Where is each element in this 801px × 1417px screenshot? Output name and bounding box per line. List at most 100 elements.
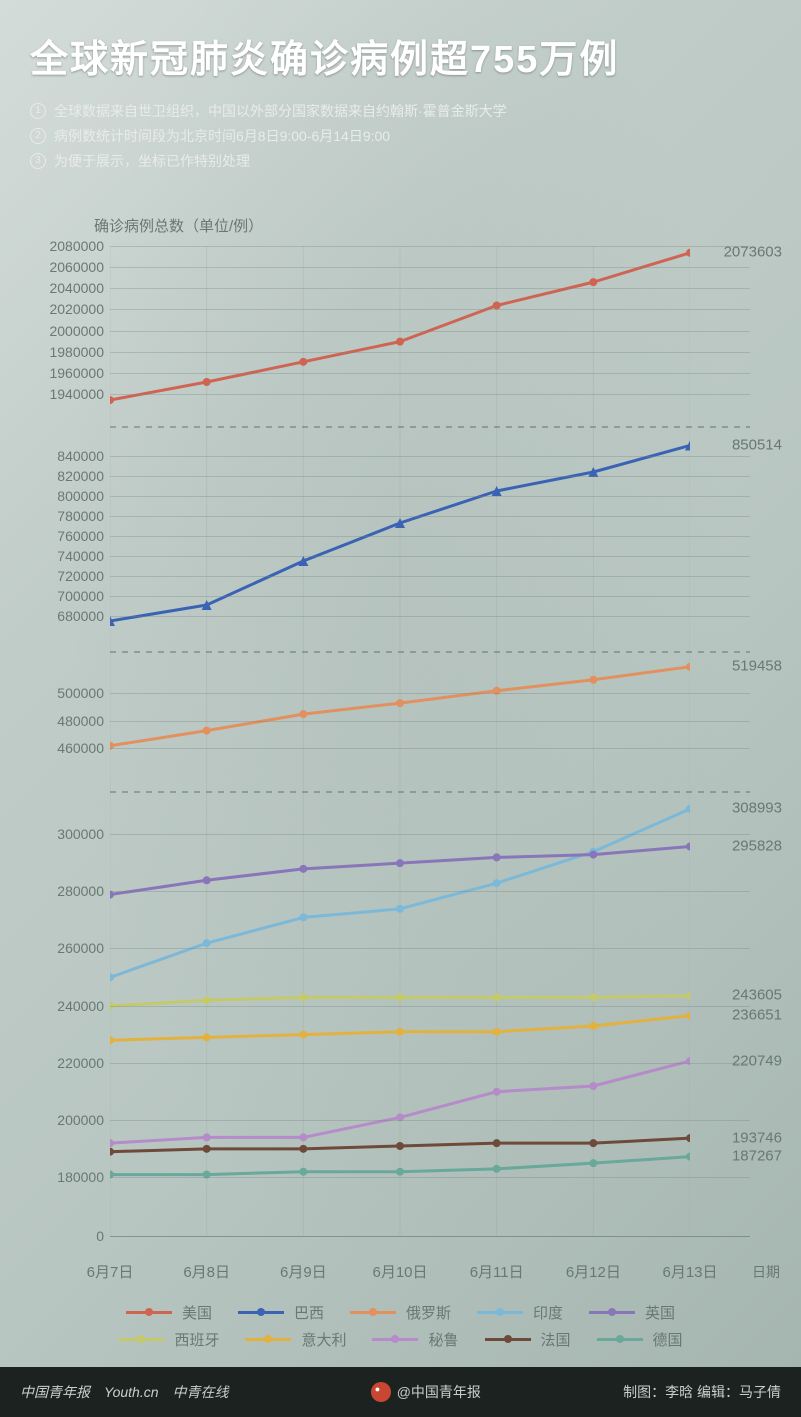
- series-marker: [589, 1082, 597, 1090]
- legend-label: 巴西: [294, 1302, 324, 1323]
- y-axis-title: 确诊病例总数（单位/例）: [94, 215, 781, 236]
- legend-item: 意大利: [245, 1329, 346, 1350]
- series-marker: [589, 850, 597, 858]
- y-tick-label: 0: [20, 1228, 104, 1244]
- x-tick-label: 6月10日: [372, 1261, 427, 1282]
- legend-swatch: [126, 1311, 172, 1314]
- note-text: 全球数据来自世卫组织，中国以外部分国家数据来自约翰斯·霍普金斯大学: [54, 99, 507, 124]
- series-marker: [203, 1133, 211, 1141]
- series-end-label: 2073603: [724, 244, 782, 261]
- series-marker: [299, 864, 307, 872]
- legend-swatch: [350, 1311, 396, 1314]
- series-marker: [299, 1144, 307, 1152]
- legend-item: 美国: [126, 1302, 212, 1323]
- legend-swatch: [238, 1311, 284, 1314]
- legend-swatch: [597, 1338, 643, 1341]
- grid-line: [110, 309, 750, 310]
- notes-block: 1全球数据来自世卫组织，中国以外部分国家数据来自约翰斯·霍普金斯大学 2病例数统…: [30, 99, 771, 175]
- series-marker: [686, 1011, 690, 1019]
- series-end-label: 236651: [732, 1007, 782, 1024]
- page-title: 全球新冠肺炎确诊病例超755万例: [30, 28, 771, 83]
- grid-line: [110, 394, 750, 395]
- x-tick-label: 6月13日: [662, 1261, 717, 1282]
- grid-line: [110, 748, 750, 749]
- series-marker: [589, 675, 597, 683]
- x-axis-title: 日期: [752, 1262, 780, 1282]
- series-marker: [299, 1133, 307, 1141]
- legend-item: 巴西: [238, 1302, 324, 1323]
- grid-line: [110, 616, 750, 617]
- legend-swatch: [118, 1338, 164, 1341]
- y-tick-label: 460000: [20, 740, 104, 756]
- series-marker: [299, 710, 307, 718]
- legend: 美国巴西俄罗斯印度英国西班牙意大利秘鲁法国德国: [80, 1302, 721, 1350]
- grid-line: [110, 496, 750, 497]
- y-tick-label: 1940000: [20, 386, 104, 402]
- legend-swatch: [372, 1338, 418, 1341]
- y-tick-label: 1960000: [20, 365, 104, 381]
- x-tick-label: 6月9日: [280, 1261, 327, 1282]
- grid-line: [110, 834, 750, 835]
- axis-break: [110, 651, 750, 653]
- series-marker: [396, 337, 404, 345]
- line-chart-svg: [110, 246, 690, 1256]
- note-text: 为便于展示，坐标已作特别处理: [54, 149, 250, 174]
- series-marker: [203, 378, 211, 386]
- series-marker: [396, 1167, 404, 1175]
- y-tick-label: 840000: [20, 448, 104, 464]
- series-marker: [203, 1033, 211, 1041]
- y-tick-label: 820000: [20, 468, 104, 484]
- grid-line: [110, 352, 750, 353]
- legend-item: 印度: [477, 1302, 563, 1323]
- grid-line: [110, 948, 750, 949]
- series-marker: [589, 1159, 597, 1167]
- y-tick-label: 2080000: [20, 238, 104, 254]
- grid-line: [110, 1177, 750, 1178]
- legend-label: 英国: [645, 1302, 675, 1323]
- y-tick-label: 700000: [20, 588, 104, 604]
- chart-area: 确诊病例总数（单位/例） 日期 194000019600001980000200…: [20, 215, 781, 1256]
- series-marker: [493, 1164, 501, 1172]
- x-tick-label: 6月7日: [87, 1261, 134, 1282]
- axis-break: [110, 426, 750, 428]
- y-tick-label: 200000: [20, 1112, 104, 1128]
- series-marker: [299, 913, 307, 921]
- brand: 中国青年报: [20, 1382, 90, 1402]
- series-marker: [203, 939, 211, 947]
- series-marker: [396, 904, 404, 912]
- brand: 中青在线: [173, 1382, 229, 1402]
- weibo-icon: [371, 1382, 391, 1402]
- series-marker: [686, 1134, 690, 1142]
- y-tick-label: 680000: [20, 608, 104, 624]
- y-tick-label: 2000000: [20, 323, 104, 339]
- series-marker: [396, 699, 404, 707]
- y-tick-label: 780000: [20, 508, 104, 524]
- source-handle: @中国青年报: [397, 1382, 481, 1402]
- legend-label: 秘鲁: [428, 1329, 458, 1350]
- y-tick-label: 180000: [20, 1169, 104, 1185]
- grid-line: [110, 1006, 750, 1007]
- series-marker: [686, 662, 690, 670]
- grid-line: [110, 1120, 750, 1121]
- note-badge: 3: [30, 153, 46, 169]
- legend-label: 俄罗斯: [406, 1302, 451, 1323]
- grid-line: [110, 536, 750, 537]
- series-marker: [686, 1152, 690, 1160]
- grid-line: [110, 596, 750, 597]
- series-marker: [686, 991, 690, 999]
- series-marker: [589, 1139, 597, 1147]
- y-tick-label: 720000: [20, 568, 104, 584]
- plot-wrapper: 日期 1940000196000019800002000000202000020…: [20, 246, 780, 1256]
- series-marker: [493, 993, 501, 1001]
- grid-line: [110, 1063, 750, 1064]
- series-marker: [110, 1139, 114, 1147]
- y-tick-label: 220000: [20, 1055, 104, 1071]
- series-marker: [396, 993, 404, 1001]
- y-tick-label: 740000: [20, 548, 104, 564]
- series-marker: [493, 1027, 501, 1035]
- grid-line: [110, 693, 750, 694]
- y-tick-label: 760000: [20, 528, 104, 544]
- series-marker: [203, 996, 211, 1004]
- series-end-label: 850514: [732, 437, 782, 454]
- y-tick-label: 2060000: [20, 259, 104, 275]
